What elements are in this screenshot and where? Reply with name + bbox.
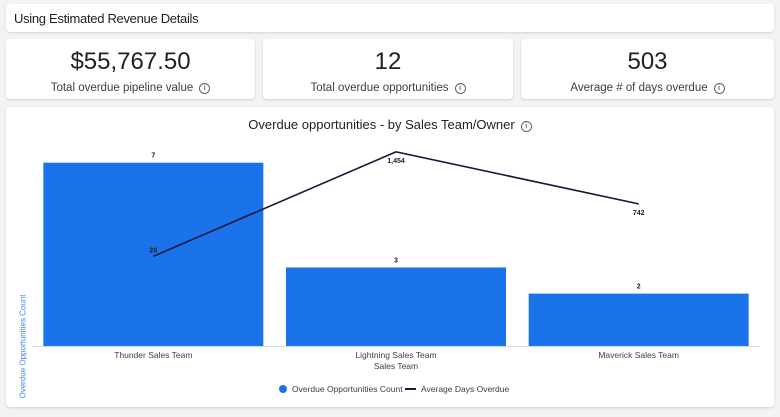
bar[interactable] (528, 293, 749, 346)
kpi-label: Total overdue opportunities (310, 82, 449, 94)
chart-title: Overdue opportunities - by Sales Team/Ow… (248, 117, 515, 132)
bar[interactable] (286, 267, 506, 346)
kpi-label-row: Total overdue pipeline value i (6, 82, 255, 94)
kpi-total-overdue-pipeline-value: $55,767.50 Total overdue pipeline value i (6, 39, 255, 99)
combo-chart: 7 Thunder Sales Team 3 Lightning Sales Team… (32, 150, 760, 371)
bar-data-label: 2 (637, 284, 641, 291)
line-data-label: 26 (149, 247, 157, 254)
info-icon[interactable]: i (199, 83, 211, 94)
legend-dot-icon (279, 385, 287, 393)
line-data-label: 742 (633, 210, 645, 217)
kpi-value: 12 (374, 48, 402, 75)
legend-item-days[interactable]: Average Days Overdue (405, 384, 509, 394)
kpi-label: Total overdue pipeline value (50, 82, 194, 94)
kpi-average-days-overdue: 503 Average # of days overdue i (521, 39, 774, 99)
bar-data-label: 3 (394, 257, 398, 264)
kpi-label-row: Total overdue opportunities i (263, 82, 513, 94)
kpi-label-row: Average # of days overdue i (521, 82, 774, 94)
kpi-value: 503 (627, 48, 668, 75)
x-tick-label: Thunder Sales Team (114, 350, 192, 360)
info-icon[interactable]: i (713, 83, 725, 94)
kpi-total-overdue-opportunities: 12 Total overdue opportunities i (263, 39, 513, 99)
kpi-label: Average # of days overdue (570, 82, 708, 94)
chart-card: Overdue opportunities - by Sales Team/Ow… (6, 107, 774, 407)
report-header: Using Estimated Revenue Details (6, 4, 774, 32)
line-data-label: 1,454 (387, 158, 405, 165)
x-axis-label: Sales Team (374, 361, 418, 371)
y-axis-label: Overdue Opportunities Count (18, 294, 28, 399)
kpi-value: $55,767.50 (70, 48, 191, 75)
info-icon[interactable]: i (454, 83, 466, 94)
x-tick-label: Maverick Sales Team (598, 350, 679, 360)
legend-line-icon (405, 388, 416, 390)
series-line (153, 150, 639, 258)
legend-label: Average Days Overdue (421, 384, 510, 394)
legend-item-count[interactable]: Overdue Opportunities Count (279, 384, 403, 394)
info-icon[interactable]: i (520, 121, 532, 132)
bar[interactable] (43, 162, 264, 346)
bar-data-label: 7 (151, 153, 155, 160)
x-tick-label: Lightning Sales Team (355, 350, 436, 360)
report-title: Using Estimated Revenue Details (14, 11, 199, 26)
chart-title-row: Overdue opportunities - by Sales Team/Ow… (6, 117, 774, 132)
legend-label: Overdue Opportunities Count (292, 384, 403, 394)
